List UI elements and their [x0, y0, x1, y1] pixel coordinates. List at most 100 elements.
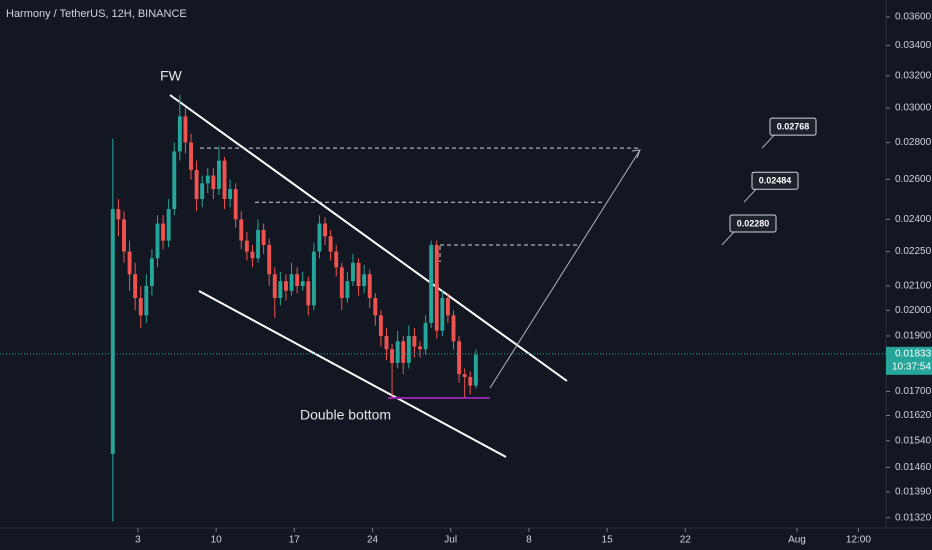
- candle-body: [445, 298, 450, 316]
- candle-body: [110, 209, 115, 454]
- candle-body: [177, 116, 182, 152]
- candle-body: [300, 281, 305, 286]
- candle-body: [205, 175, 210, 184]
- candle-body: [244, 240, 249, 252]
- current-price-box: [886, 346, 932, 375]
- candle-body: [384, 335, 389, 350]
- candle-body: [351, 262, 355, 282]
- y-tick-label: 0.02400: [895, 214, 932, 225]
- candle-body: [189, 142, 193, 170]
- candle-body: [306, 281, 311, 306]
- candle-body: [216, 160, 221, 190]
- y-tick-label: 0.02000: [895, 305, 932, 316]
- y-tick-label: 0.01390: [895, 487, 932, 498]
- candle-body: [127, 251, 132, 275]
- callout-box: [751, 171, 799, 190]
- candle-body: [233, 189, 238, 220]
- chart-title: Harmony / TetherUS, 12H, BINANCE: [6, 8, 187, 20]
- candle-body: [406, 335, 411, 363]
- candle-body: [211, 175, 216, 190]
- x-tick-label: 3: [135, 535, 141, 546]
- candle-body: [161, 223, 166, 241]
- candle-body: [356, 262, 361, 286]
- candle-body: [295, 274, 300, 286]
- y-tick-label: 0.03000: [895, 103, 932, 114]
- candle-body: [401, 341, 406, 363]
- candle-body: [144, 285, 149, 316]
- candle-body: [138, 298, 143, 316]
- candle-body: [283, 281, 288, 291]
- candle-body: [367, 274, 372, 299]
- candle-body: [311, 251, 316, 306]
- candle-body: [468, 376, 473, 386]
- y-tick-label: 0.01900: [895, 331, 932, 342]
- candle-body: [222, 160, 227, 199]
- candle-body: [345, 281, 350, 299]
- x-tick-label: 24: [367, 535, 379, 546]
- candle-body: [194, 169, 199, 199]
- candle-body: [473, 354, 478, 386]
- candle-body: [272, 274, 277, 299]
- x-tick-label: Jul: [444, 535, 457, 546]
- candle-body: [256, 229, 260, 259]
- candle-body: [116, 209, 121, 220]
- candle-body: [323, 223, 328, 237]
- x-tick-label: Aug: [788, 535, 806, 546]
- candle-body: [378, 315, 383, 336]
- target-label: 0.02484: [759, 176, 792, 186]
- candle-body: [267, 244, 272, 275]
- x-tick-label: 10: [211, 535, 223, 546]
- candle-body: [462, 374, 467, 377]
- candle-body: [200, 183, 205, 199]
- candle-body: [317, 223, 322, 252]
- y-tick-label: 0.01460: [895, 462, 932, 473]
- y-tick-label: 0.01320: [895, 512, 932, 523]
- candle-body: [457, 341, 462, 375]
- callout-pointer: [743, 188, 757, 203]
- arrow-head: [631, 149, 641, 159]
- candle-body: [373, 298, 378, 316]
- upper-trend-line: [169, 94, 568, 382]
- candle-body: [418, 346, 422, 350]
- candle-body: [434, 244, 439, 331]
- x-tick-label: 12:00: [846, 535, 871, 546]
- candle-body: [334, 251, 339, 268]
- candle-body: [451, 315, 456, 342]
- x-tick-label: 8: [526, 535, 532, 546]
- y-tick-label: 0.02800: [895, 137, 932, 148]
- callout-box: [769, 117, 817, 136]
- lower-trend-line: [198, 290, 507, 458]
- y-tick-label: 0.03200: [895, 70, 932, 81]
- callout-pointer: [761, 134, 775, 149]
- candle-body: [362, 274, 367, 286]
- y-tick-label: 0.03400: [895, 40, 932, 51]
- candle-body: [423, 322, 428, 350]
- candle-body: [183, 116, 188, 143]
- y-tick-label: 0.02250: [895, 246, 932, 257]
- candle-body: [390, 349, 395, 363]
- x-tick-label: 22: [680, 535, 692, 546]
- x-tick-label: 15: [602, 535, 614, 546]
- y-tick-label: 0.02600: [895, 174, 932, 185]
- candle-body: [278, 281, 283, 299]
- callout-pointer: [721, 231, 735, 246]
- candle-body: [328, 236, 333, 252]
- candle-body: [172, 151, 177, 210]
- double-bottom-label: Double bottom: [300, 407, 391, 423]
- x-tick-label: 17: [289, 535, 301, 546]
- callout-box: [729, 214, 777, 233]
- candle-body: [440, 298, 445, 331]
- candle-body: [261, 229, 266, 245]
- candle-body: [339, 267, 344, 299]
- y-tick-label: 0.01540: [895, 435, 932, 446]
- candle-body: [166, 209, 171, 241]
- candle-body: [239, 219, 244, 241]
- candle-body: [429, 244, 434, 323]
- candle-body: [155, 223, 160, 259]
- target-label: 0.02768: [777, 122, 810, 132]
- candle-body: [228, 189, 233, 199]
- candle-body: [395, 341, 400, 363]
- candle-body: [289, 274, 294, 291]
